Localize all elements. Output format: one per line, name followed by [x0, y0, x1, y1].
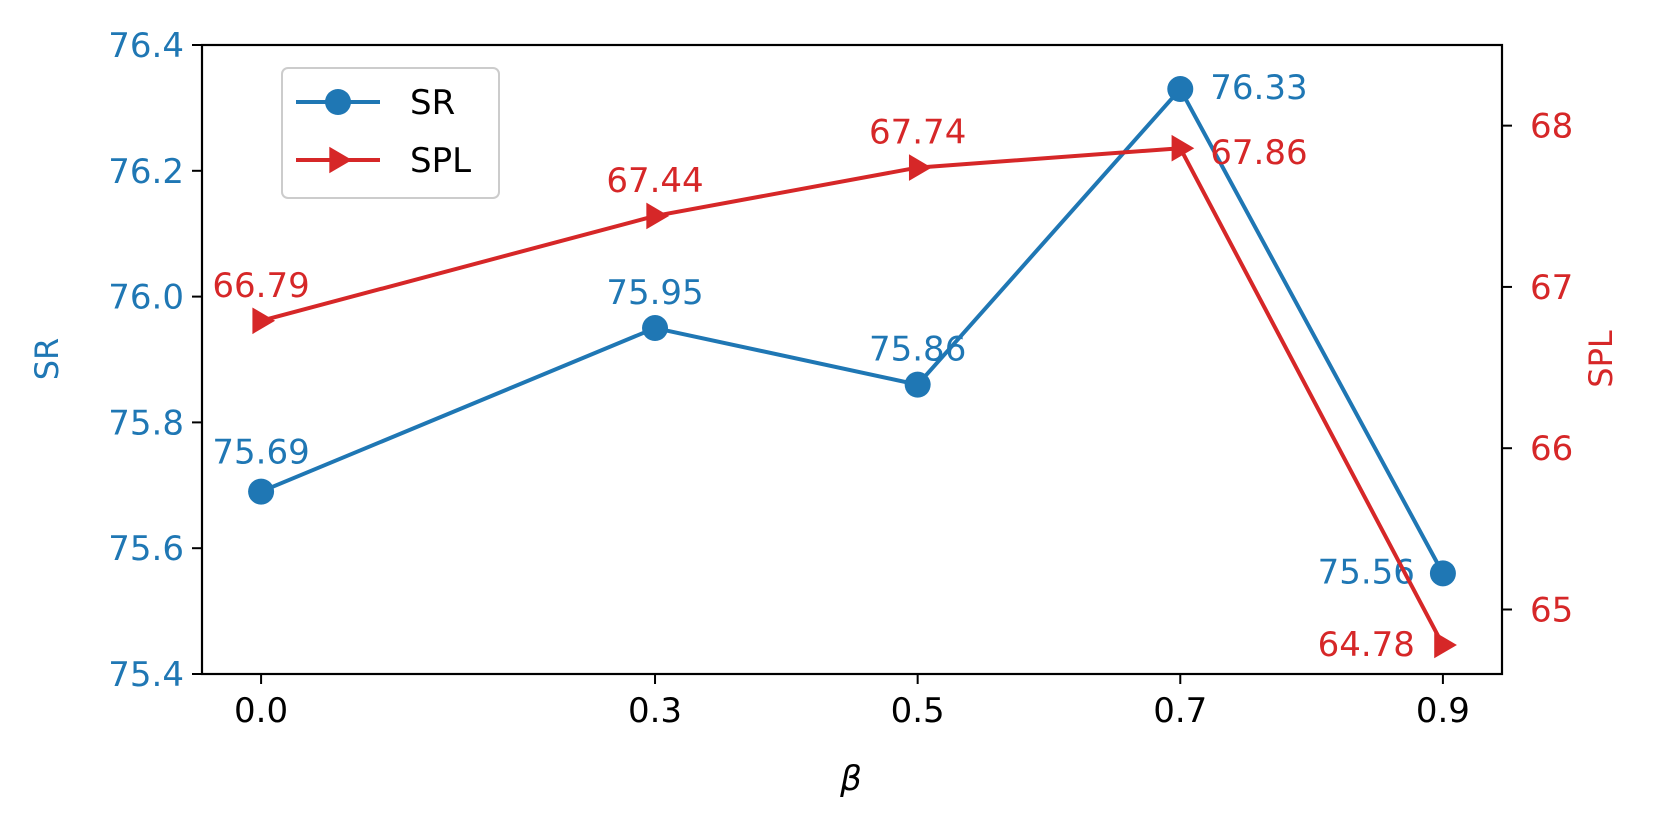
series-line-spl: [260, 146, 1445, 646]
point-spl: [1171, 134, 1195, 162]
legend-marker-spl: [329, 146, 352, 174]
legend-label-sr: SR: [410, 83, 455, 123]
x-tick-label: 0.3: [628, 691, 682, 731]
y-left-tick-label: 75.4: [108, 655, 184, 695]
x-axis-label: β: [839, 759, 862, 799]
data-label-sr: 75.56: [1318, 552, 1415, 592]
x-tick-label: 0.7: [1153, 691, 1207, 731]
point-sr: [1429, 560, 1456, 587]
data-layer: 75.69 75.95 75.86 76.33 75.56 66.79 67.44 67.74…: [212, 68, 1457, 665]
data-label-spl: 67.44: [606, 161, 703, 201]
y-axis-label-left: SR: [28, 338, 66, 381]
y-left-tick-label: 75.6: [108, 529, 184, 569]
data-label-sr: 76.33: [1210, 68, 1307, 108]
point-spl: [1434, 631, 1457, 659]
legend: SR SPL: [281, 67, 500, 199]
data-label-sr: 75.69: [212, 433, 309, 473]
point-sr: [248, 478, 275, 505]
legend-marker-sr: [325, 89, 351, 115]
y-left-tick-label: 76.0: [108, 278, 184, 318]
legend-label-spl: SPL: [410, 141, 471, 181]
point-spl: [908, 154, 932, 181]
x-tick-label: 0.0: [234, 691, 288, 731]
y-left-tick-label: 75.8: [108, 403, 184, 443]
y-left-tick-label: 76.4: [108, 26, 184, 66]
point-sr: [1167, 76, 1194, 103]
y-right-tick-label: 66: [1530, 429, 1573, 469]
y-right-tick-label: 67: [1530, 268, 1573, 308]
point-spl: [646, 202, 670, 230]
y-left-tick-label: 76.2: [108, 152, 184, 192]
data-label-spl: 66.79: [212, 266, 309, 306]
y-right-tick-label: 68: [1530, 107, 1573, 147]
x-tick-label: 0.5: [891, 691, 945, 731]
data-label-spl: 64.78: [1318, 625, 1415, 665]
plot-frame: [200, 43, 1504, 676]
x-tick-label: 0.9: [1416, 691, 1470, 731]
y-axis-label-right: SPL: [1582, 330, 1620, 388]
axes-layer: 0.0 0.3 0.5 0.7 0.9 75.4 75.6 75.8 76.0 76.2 76.4 6…: [108, 26, 1573, 731]
data-label-spl: 67.86: [1210, 133, 1307, 173]
point-sr: [642, 315, 669, 342]
data-label-sr: 75.95: [606, 273, 703, 313]
data-label-sr: 75.86: [869, 330, 966, 370]
y-right-tick-label: 65: [1530, 590, 1573, 630]
point-sr: [904, 371, 931, 398]
data-label-spl: 67.74: [869, 113, 966, 153]
point-spl: [252, 307, 276, 335]
